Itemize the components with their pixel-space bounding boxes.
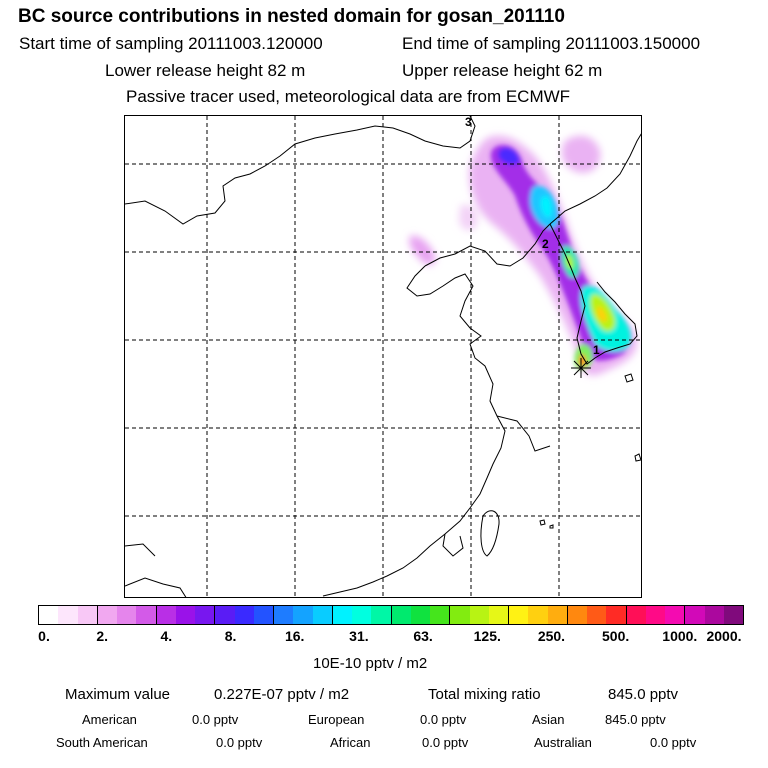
map-panel: 3 2 1 <box>124 115 642 598</box>
colorbar-swatch <box>723 606 743 624</box>
colorbar-swatch <box>371 606 392 624</box>
source-value-south-american: 0.0 pptv <box>216 735 263 750</box>
trajectory-label-3: 3 <box>465 116 472 129</box>
total-mixing-ratio-label: Total mixing ratio <box>428 686 541 703</box>
colorbar-tick-label: 8. <box>224 628 237 644</box>
source-name-australian: Australian <box>534 735 592 750</box>
max-value: 0.227E-07 pptv / m2 <box>214 686 350 703</box>
colorbar-swatch <box>215 606 235 624</box>
colorbar-swatch <box>606 606 627 624</box>
plot-title: BC source contributions in nested domain… <box>18 6 565 27</box>
colorbar-swatch <box>410 606 430 624</box>
colorbar-tick-label: 63. <box>413 628 433 644</box>
total-mixing-ratio-value: 845.0 pptv <box>608 686 679 703</box>
colorbar-swatch <box>547 606 568 624</box>
colorbar-swatch <box>626 606 646 624</box>
source-value-asian: 845.0 pptv <box>605 712 666 727</box>
map-canvas: 3 2 1 <box>125 116 641 597</box>
colorbar-tick-label: 31. <box>349 628 369 644</box>
source-name-asian: Asian <box>532 712 565 727</box>
source-value-american: 0.0 pptv <box>192 712 239 727</box>
source-name-european: European <box>308 712 365 727</box>
graticule <box>125 116 641 597</box>
colorbar-swatch <box>77 606 98 624</box>
colorbar-swatch <box>332 606 352 624</box>
colorbar-tick-label: 0. <box>38 628 50 644</box>
source-value-african: 0.0 pptv <box>422 735 469 750</box>
colorbar-swatch <box>58 606 78 624</box>
colorbar-tick-label: 2. <box>96 628 109 644</box>
colorbar-swatch <box>704 606 724 624</box>
trajectory-label-1: 1 <box>593 343 600 357</box>
release-point-marker <box>571 358 591 378</box>
source-name-african: African <box>330 735 371 750</box>
colorbar-swatch <box>293 606 313 624</box>
trajectory-label-2: 2 <box>542 237 549 251</box>
source-name-american: American <box>82 712 137 727</box>
upper-release-height-label: Upper release height 62 m <box>402 61 603 80</box>
concentration-plume <box>409 135 637 376</box>
colorbar-tick-label: 125. <box>473 628 501 644</box>
colorbar-swatch <box>253 606 274 624</box>
colorbar-swatch <box>195 606 216 624</box>
colorbar-swatch <box>136 606 157 624</box>
colorbar-swatch <box>175 606 195 624</box>
colorbar <box>38 605 744 625</box>
lower-release-height-label: Lower release height 82 m <box>105 61 306 80</box>
colorbar-swatch <box>587 606 607 624</box>
colorbar-tick-label: 500. <box>602 628 630 644</box>
colorbar-swatch <box>156 606 176 624</box>
colorbar-tick-label: 1000. <box>662 628 698 644</box>
colorbar-unit: 10E-10 pptv / m2 <box>313 655 428 672</box>
colorbar-swatch <box>391 606 411 624</box>
colorbar-swatch <box>509 606 529 624</box>
start-time-label: Start time of sampling 20111003.120000 <box>19 34 323 53</box>
max-value-label: Maximum value <box>65 686 171 703</box>
colorbar-swatch <box>528 606 548 624</box>
colorbar-tick-label: 2000. <box>706 628 742 644</box>
end-time-label: End time of sampling 20111003.150000 <box>402 34 701 53</box>
source-value-australian: 0.0 pptv <box>650 735 697 750</box>
colorbar-swatch <box>685 606 705 624</box>
colorbar-swatch <box>665 606 686 624</box>
source-value-european: 0.0 pptv <box>420 712 467 727</box>
colorbar-swatch <box>97 606 117 624</box>
colorbar-swatch <box>430 606 451 624</box>
colorbar-tick-label: 16. <box>284 628 305 644</box>
colorbar-swatch <box>352 606 372 624</box>
colorbar-swatch <box>450 606 470 624</box>
colorbar-swatch <box>234 606 254 624</box>
coastlines <box>125 116 641 597</box>
model-note: Passive tracer used, meteorological data… <box>126 87 571 106</box>
colorbar-tick-label: 4. <box>160 628 173 644</box>
colorbar-swatch <box>117 606 137 624</box>
colorbar-swatch <box>469 606 489 624</box>
colorbar-swatch <box>567 606 587 624</box>
colorbar-swatch <box>39 606 59 624</box>
colorbar-swatch <box>645 606 665 624</box>
source-name-south-american: South American <box>56 735 148 750</box>
colorbar-swatch <box>274 606 294 624</box>
colorbar-swatch <box>312 606 333 624</box>
colorbar-tick-label: 250. <box>537 628 566 644</box>
colorbar-swatch <box>488 606 509 624</box>
